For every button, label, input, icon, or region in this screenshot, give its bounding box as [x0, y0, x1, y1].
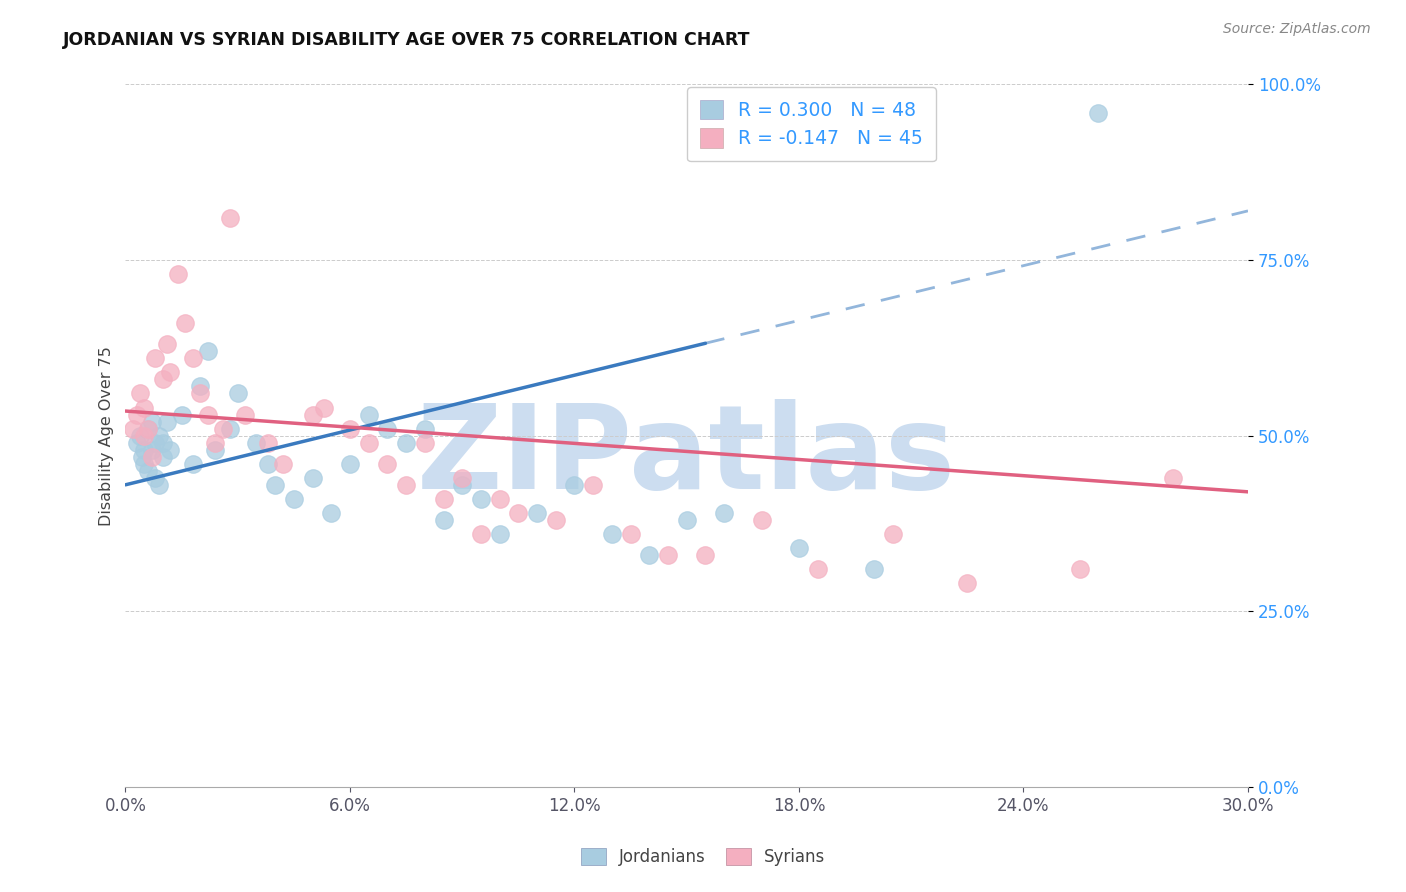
Y-axis label: Disability Age Over 75: Disability Age Over 75: [100, 346, 114, 525]
Point: [181, 457, 204, 471]
Point: [256, 457, 278, 471]
Point: [564, 478, 586, 492]
Point: [134, 428, 156, 442]
Point: [862, 562, 884, 576]
Point: [321, 506, 343, 520]
Point: [787, 541, 810, 555]
Point: [339, 457, 361, 471]
Point: [582, 478, 605, 492]
Point: [882, 527, 904, 541]
Point: [170, 408, 193, 422]
Point: [204, 442, 226, 457]
Point: [395, 478, 418, 492]
Point: [395, 435, 418, 450]
Point: [956, 576, 979, 591]
Point: [357, 408, 380, 422]
Point: [451, 471, 474, 485]
Point: [136, 422, 159, 436]
Point: [508, 506, 530, 520]
Point: [339, 422, 361, 436]
Point: [148, 478, 170, 492]
Text: JORDANIAN VS SYRIAN DISABILITY AGE OVER 75 CORRELATION CHART: JORDANIAN VS SYRIAN DISABILITY AGE OVER …: [63, 31, 751, 49]
Point: [695, 548, 717, 562]
Point: [166, 267, 188, 281]
Point: [134, 401, 156, 415]
Text: ZIPatlas: ZIPatlas: [418, 400, 956, 514]
Point: [134, 457, 156, 471]
Point: [156, 415, 179, 429]
Point: [1161, 471, 1184, 485]
Point: [620, 527, 643, 541]
Point: [256, 435, 278, 450]
Point: [470, 491, 492, 506]
Point: [197, 344, 219, 359]
Point: [156, 337, 179, 351]
Point: [141, 450, 163, 464]
Point: [136, 422, 159, 436]
Point: [413, 435, 436, 450]
Point: [488, 527, 510, 541]
Point: [357, 435, 380, 450]
Point: [657, 548, 679, 562]
Point: [174, 316, 197, 330]
Point: [129, 428, 152, 442]
Point: [159, 442, 181, 457]
Point: [451, 478, 474, 492]
Point: [432, 491, 454, 506]
Point: [181, 351, 204, 366]
Point: [470, 527, 492, 541]
Point: [675, 513, 697, 527]
Point: [283, 491, 305, 506]
Point: [148, 428, 170, 442]
Point: [129, 386, 152, 401]
Point: [145, 471, 167, 485]
Point: [301, 471, 323, 485]
Point: [544, 513, 567, 527]
Legend: Jordanians, Syrians: Jordanians, Syrians: [572, 840, 834, 875]
Point: [413, 422, 436, 436]
Point: [145, 351, 167, 366]
Point: [638, 548, 661, 562]
Point: [125, 408, 148, 422]
Point: [226, 386, 249, 401]
Point: [134, 442, 156, 457]
Point: [312, 401, 335, 415]
Point: [159, 366, 181, 380]
Point: [152, 372, 174, 386]
Point: [807, 562, 830, 576]
Point: [488, 491, 510, 506]
Point: [188, 379, 211, 393]
Point: [219, 422, 242, 436]
Point: [219, 211, 242, 225]
Point: [233, 408, 256, 422]
Point: [125, 435, 148, 450]
Point: [197, 408, 219, 422]
Point: [301, 408, 323, 422]
Point: [1087, 105, 1109, 120]
Point: [377, 457, 399, 471]
Point: [141, 442, 163, 457]
Point: [122, 422, 145, 436]
Point: [432, 513, 454, 527]
Point: [1069, 562, 1091, 576]
Point: [136, 464, 159, 478]
Point: [152, 435, 174, 450]
Point: [264, 478, 287, 492]
Point: [526, 506, 548, 520]
Point: [245, 435, 267, 450]
Text: Source: ZipAtlas.com: Source: ZipAtlas.com: [1223, 22, 1371, 37]
Point: [600, 527, 623, 541]
Point: [271, 457, 294, 471]
Point: [188, 386, 211, 401]
Point: [713, 506, 735, 520]
Legend: R = 0.300   N = 48, R = -0.147   N = 45: R = 0.300 N = 48, R = -0.147 N = 45: [688, 87, 935, 161]
Point: [377, 422, 399, 436]
Point: [145, 435, 167, 450]
Point: [211, 422, 233, 436]
Point: [131, 450, 153, 464]
Point: [751, 513, 773, 527]
Point: [204, 435, 226, 450]
Point: [141, 415, 163, 429]
Point: [152, 450, 174, 464]
